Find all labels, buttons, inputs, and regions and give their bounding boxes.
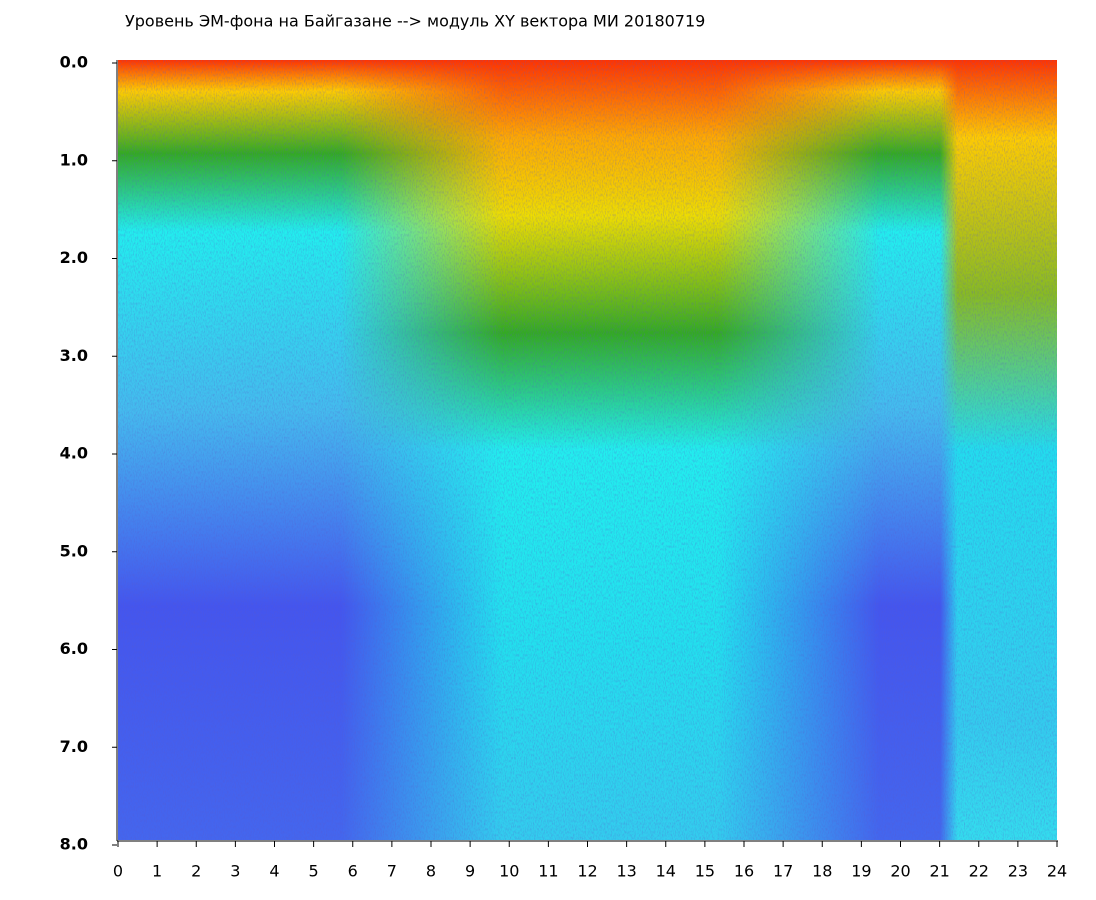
x-tick-label: 22	[969, 862, 989, 881]
x-tick-label: 18	[812, 862, 832, 881]
x-tick-label: 20	[890, 862, 910, 881]
y-tick-label: 3.0	[60, 346, 88, 365]
x-tick-label: 7	[387, 862, 397, 881]
y-tick-label: 2.0	[60, 248, 88, 267]
x-tick-label: 0	[113, 862, 123, 881]
x-tick-label: 23	[1008, 862, 1028, 881]
x-tick-label: 8	[426, 862, 436, 881]
x-tick-label: 12	[577, 862, 597, 881]
x-tick-label: 15	[695, 862, 715, 881]
x-tick-label: 11	[538, 862, 558, 881]
y-tick-label: 7.0	[60, 737, 88, 756]
x-tick-label: 2	[191, 862, 201, 881]
y-tick-label: 6.0	[60, 639, 88, 658]
chart-title: Уровень ЭМ-фона на Байгазане --> модуль …	[125, 12, 705, 31]
x-tick-label: 4	[269, 862, 279, 881]
x-tick-label: 13	[616, 862, 636, 881]
y-tick-label: 4.0	[60, 444, 88, 463]
x-tick-label: 21	[929, 862, 949, 881]
x-tick-label: 6	[348, 862, 358, 881]
x-tick-label: 9	[465, 862, 475, 881]
heatmap-field	[118, 60, 1057, 840]
x-tick-label: 10	[499, 862, 519, 881]
x-tick-label: 5	[309, 862, 319, 881]
x-tick-label: 14	[656, 862, 676, 881]
x-tick-label: 19	[851, 862, 871, 881]
y-tick-label: 1.0	[60, 150, 88, 169]
x-tick-label: 24	[1047, 862, 1067, 881]
x-tick-label: 1	[152, 862, 162, 881]
x-tick-label: 16	[734, 862, 754, 881]
x-tick-label: 17	[773, 862, 793, 881]
y-tick-label: 0.0	[60, 53, 88, 72]
y-tick-label: 8.0	[60, 835, 88, 854]
y-tick-label: 5.0	[60, 541, 88, 560]
x-tick-label: 3	[230, 862, 240, 881]
